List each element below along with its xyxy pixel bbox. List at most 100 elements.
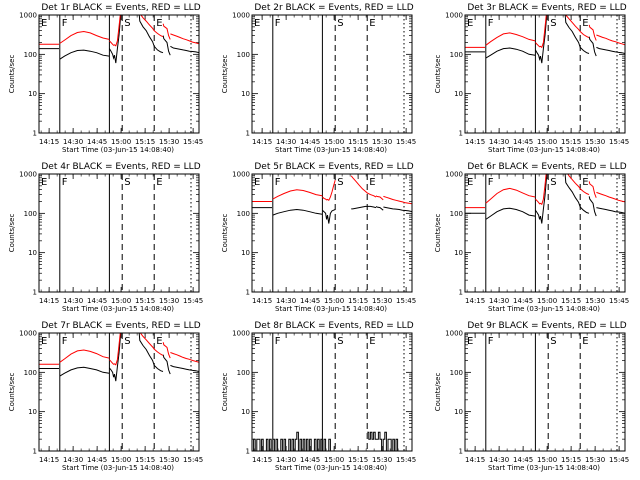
series-line-lld — [272, 189, 323, 200]
x-tick-label: 15:30 — [585, 456, 605, 464]
x-axis-label: Start Time (03-Jun-15 14:08:40) — [62, 464, 174, 472]
detector-panel-6: Det 6r BLACK = Events, RED = LLD 1 10 100 10… — [434, 162, 629, 313]
y-tick-label: 10 — [454, 408, 463, 416]
panel-title: Det 8r BLACK = Events, RED = LLD — [254, 321, 413, 331]
y-tick-label: 1 — [459, 130, 463, 138]
plot-frame — [251, 173, 413, 293]
series-line-lld — [565, 15, 590, 39]
x-tick-label: 15:30 — [159, 297, 179, 305]
series-line-events — [596, 207, 625, 214]
x-tick-label: 14:15 — [252, 138, 272, 146]
series-line-events — [138, 15, 164, 54]
series-line-lld — [59, 30, 110, 44]
panel-title: Det 2r BLACK = Events, RED = LLD — [254, 3, 413, 13]
series-line-events — [485, 207, 536, 220]
marker-label-e: E — [41, 177, 47, 188]
series-line-lld — [567, 174, 590, 196]
x-tick-label: 15:30 — [372, 138, 392, 146]
x-tick-label: 15:45 — [183, 456, 203, 464]
x-axis-label: Start Time (03-Jun-15 14:08:40) — [62, 305, 174, 313]
marker-label-e: E — [369, 336, 375, 347]
series-line-events — [485, 47, 536, 59]
x-tick-label: 15:30 — [585, 297, 605, 305]
series-line-events — [375, 206, 384, 211]
series-line-events — [170, 45, 199, 54]
x-tick-label: 15:00 — [324, 138, 344, 146]
series-layer — [252, 175, 412, 224]
x-tick-label: 14:30 — [276, 456, 296, 464]
y-tick-label: 1 — [33, 130, 37, 138]
x-tick-label: 15:15 — [135, 138, 155, 146]
plot-frame — [38, 14, 200, 134]
y-tick-label: 10 — [241, 249, 250, 257]
y-tick-label: 1000 — [232, 330, 250, 338]
marker-label-s: S — [337, 18, 343, 29]
x-axis-label: Start Time (03-Jun-15 14:08:40) — [488, 305, 600, 313]
y-tick-label: 100 — [450, 210, 463, 218]
x-tick-label: 14:45 — [513, 456, 533, 464]
series-line-events — [588, 196, 597, 217]
series-line-lld — [350, 175, 377, 198]
x-tick-label: 14:15 — [39, 297, 59, 305]
y-tick-label: 1000 — [445, 12, 463, 20]
y-tick-label: 1000 — [232, 12, 250, 20]
x-tick-label: 14:15 — [252, 297, 272, 305]
detector-panel-4: Det 4r BLACK = Events, RED = LLD 1 10 100 10… — [8, 162, 203, 313]
x-axis-label: Start Time (03-Jun-15 14:08:40) — [62, 146, 174, 154]
series-line-lld — [162, 342, 171, 359]
marker-label-s: S — [337, 177, 343, 188]
series-line-events — [59, 366, 110, 377]
series-layer — [252, 431, 399, 451]
x-axis-label: Start Time (03-Jun-15 14:08:40) — [488, 464, 600, 472]
y-tick-label: 10 — [454, 90, 463, 98]
marker-label-s: S — [337, 336, 343, 347]
series-layer — [39, 15, 199, 64]
x-tick-label: 14:45 — [87, 138, 107, 146]
y-tick-label: 10 — [241, 408, 250, 416]
y-tick-label: 100 — [24, 51, 37, 59]
y-axis-label: Counts/sec — [8, 214, 16, 253]
y-tick-label: 1 — [246, 289, 250, 297]
marker-label-f: F — [488, 177, 494, 188]
series-line-events — [534, 174, 548, 224]
y-tick-label: 100 — [237, 51, 250, 59]
y-tick-label: 10 — [28, 408, 37, 416]
marker-label-f: F — [62, 336, 68, 347]
x-tick-label: 14:45 — [513, 138, 533, 146]
x-tick-label: 14:30 — [489, 138, 509, 146]
marker-label-e: E — [369, 177, 375, 188]
series-line-events — [351, 205, 377, 210]
x-tick-label: 14:30 — [276, 297, 296, 305]
x-tick-label: 14:45 — [300, 138, 320, 146]
marker-label-f: F — [62, 177, 68, 188]
detector-panel-8: Det 8r BLACK = Events, RED = LLD 1 10 100 10… — [221, 321, 416, 472]
x-tick-label: 14:45 — [300, 297, 320, 305]
series-line-events — [162, 35, 171, 56]
detector-panel-9: Det 9r BLACK = Events, RED = LLD 1 10 100 10… — [434, 321, 629, 472]
x-axis-label: Start Time (03-Jun-15 14:08:40) — [488, 146, 600, 154]
x-axis-label: Start Time (03-Jun-15 14:08:40) — [275, 464, 387, 472]
x-tick-label: 14:30 — [489, 297, 509, 305]
x-tick-label: 15:45 — [609, 297, 629, 305]
x-tick-label: 14:45 — [87, 456, 107, 464]
panel-title: Det 4r BLACK = Events, RED = LLD — [41, 162, 200, 172]
x-tick-label: 15:00 — [111, 297, 131, 305]
series-line-events — [564, 15, 590, 54]
series-line-events — [596, 46, 625, 54]
y-tick-label: 100 — [450, 369, 463, 377]
series-line-lld — [162, 23, 171, 40]
marker-label-s: S — [550, 336, 556, 347]
x-tick-label: 15:15 — [348, 138, 368, 146]
series-line-events — [322, 438, 337, 451]
marker-label-f: F — [488, 336, 494, 347]
x-tick-label: 15:15 — [561, 297, 581, 305]
y-tick-label: 100 — [237, 210, 250, 218]
series-line-lld — [535, 15, 547, 49]
x-tick-label: 15:30 — [372, 456, 392, 464]
panel-title: Det 5r BLACK = Events, RED = LLD — [254, 162, 413, 172]
y-tick-label: 1000 — [445, 171, 463, 179]
series-line-lld — [59, 349, 110, 363]
series-line-events — [59, 49, 110, 60]
marker-label-f: F — [62, 18, 68, 29]
marker-label-e: E — [369, 18, 375, 29]
